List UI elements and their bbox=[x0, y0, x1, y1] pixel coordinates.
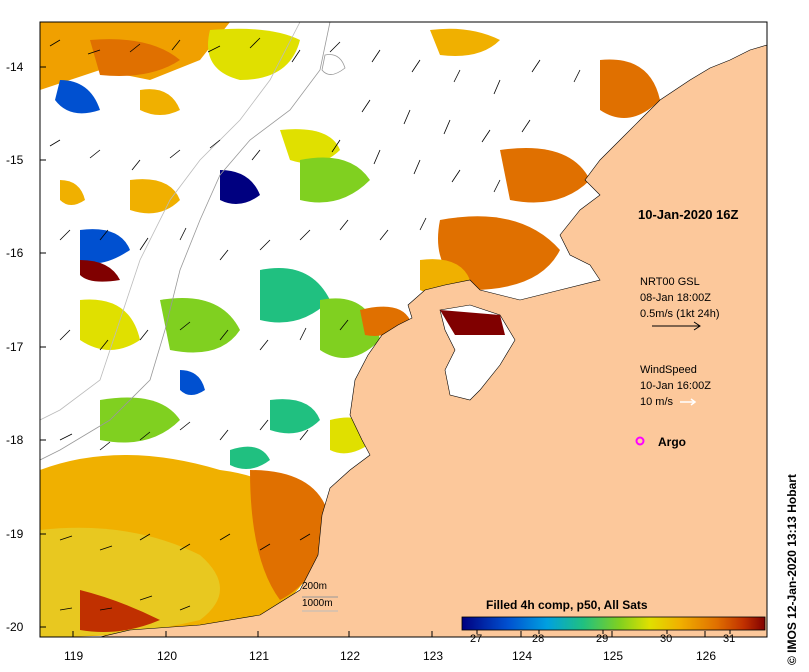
y-tick-label: -14 bbox=[6, 60, 24, 74]
sst-field bbox=[40, 22, 660, 637]
x-tick-label: 121 bbox=[249, 649, 270, 663]
map-title: 10-Jan-2020 16Z bbox=[638, 207, 739, 222]
x-tick-marks bbox=[72, 631, 706, 637]
contour-label-1000m: 1000m bbox=[302, 598, 333, 609]
x-tick-label: 123 bbox=[423, 649, 444, 663]
colorbar bbox=[461, 616, 766, 631]
x-tick-label: 119 bbox=[64, 649, 84, 663]
x-tick-label: 120 bbox=[157, 649, 178, 663]
x-tick-label: 124 bbox=[512, 649, 533, 663]
land bbox=[99, 22, 767, 637]
y-tick-label: -18 bbox=[6, 433, 24, 447]
current-legend-scale: 0.5m/s (1kt 24h) bbox=[640, 308, 720, 320]
x-tick-label: 125 bbox=[603, 649, 624, 663]
contour-1000m bbox=[40, 22, 301, 421]
credit-text: © IMOS 12-Jan-2020 13:13 Hobart bbox=[785, 474, 799, 665]
y-tick-label: -19 bbox=[6, 527, 24, 541]
colorbar-tick-label: 28 bbox=[532, 633, 545, 645]
colorbar-title: Filled 4h comp, p50, All Sats bbox=[486, 598, 648, 612]
wind-legend-date: 10-Jan 16:00Z bbox=[640, 380, 711, 392]
plot-frame bbox=[39, 21, 768, 638]
current-vectors bbox=[49, 37, 581, 611]
wind-scale-arrow bbox=[680, 398, 697, 406]
wind-legend-scale: 10 m/s bbox=[640, 396, 674, 408]
inlet-sst bbox=[440, 310, 505, 335]
current-legend-product: NRT00 GSL bbox=[640, 276, 700, 288]
y-tick-label: -20 bbox=[6, 620, 24, 634]
contour-200m bbox=[40, 22, 331, 461]
wind-legend-title: WindSpeed bbox=[640, 364, 697, 376]
y-tick-label: -16 bbox=[6, 246, 24, 260]
y-tick-label: -17 bbox=[6, 340, 24, 354]
x-tick-label: 122 bbox=[340, 649, 361, 663]
current-legend-date: 08-Jan 18:00Z bbox=[640, 292, 711, 304]
colorbar-tick-label: 29 bbox=[596, 633, 609, 645]
argo-marker bbox=[635, 436, 645, 446]
colorbar-tick-label: 27 bbox=[470, 633, 483, 645]
current-scale-arrow bbox=[652, 321, 701, 331]
x-tick-label: 126 bbox=[696, 649, 717, 663]
colorbar-tick-label: 31 bbox=[723, 633, 736, 645]
argo-label: Argo bbox=[658, 435, 686, 449]
contour-label-200m: 200m bbox=[302, 581, 328, 592]
colorbar-ticks bbox=[476, 630, 731, 634]
y-tick-marks bbox=[40, 66, 46, 628]
colorbar-tick-label: 30 bbox=[660, 633, 673, 645]
y-tick-label: -15 bbox=[6, 153, 24, 167]
